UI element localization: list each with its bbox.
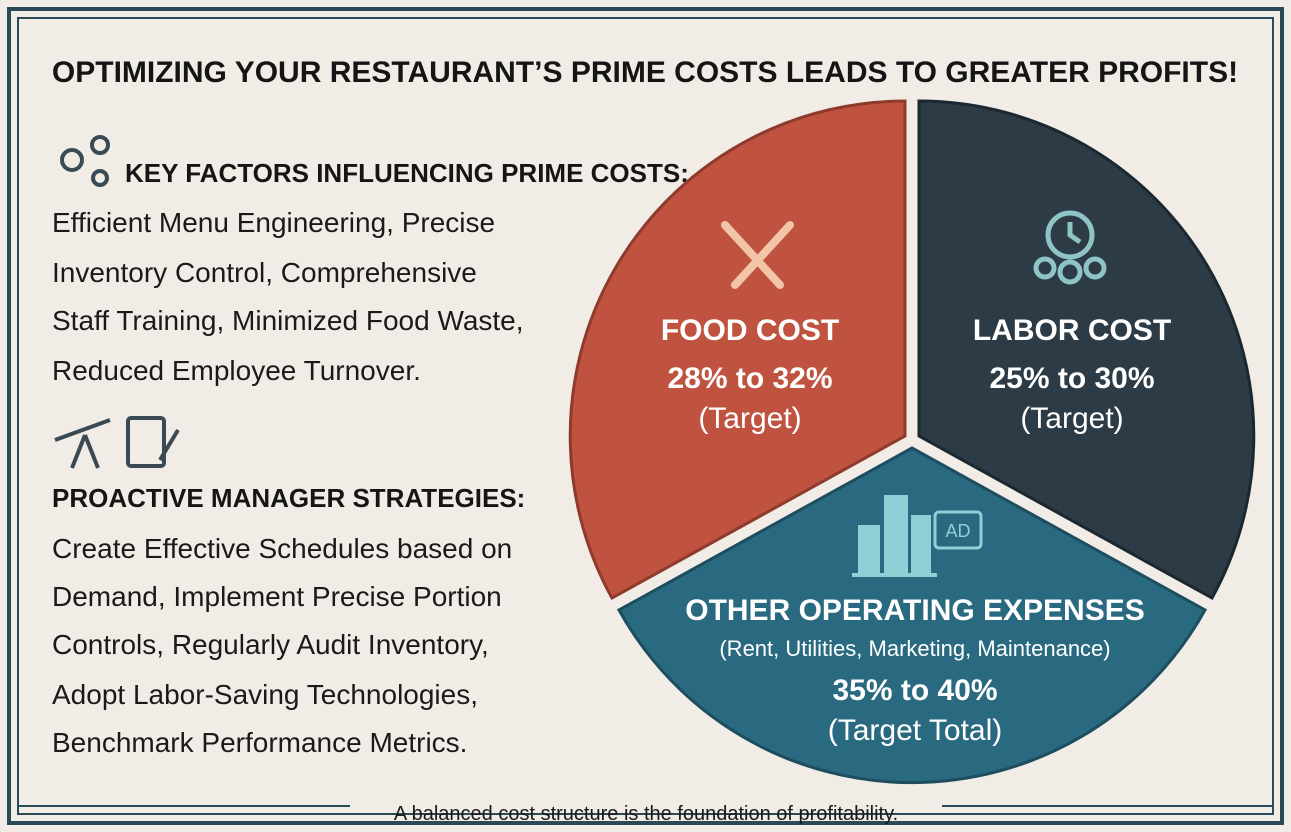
slice-range: 28% to 32% xyxy=(667,362,832,395)
city-icon xyxy=(852,495,937,577)
section-line: Adopt Labor-Saving Technologies, xyxy=(52,679,478,710)
slice-note: (Target Total) xyxy=(828,714,1003,747)
slice-range: 25% to 30% xyxy=(989,362,1154,395)
outer-border xyxy=(7,7,1284,825)
footer: A balanced cost structure is the foundat… xyxy=(394,803,898,825)
slice-note: (Target) xyxy=(698,402,801,435)
section-line: Controls, Regularly Audit Inventory, xyxy=(52,629,489,660)
slice-label: LABOR COST xyxy=(973,314,1171,347)
slice-detail: (Rent, Utilities, Marketing, Maintenance… xyxy=(719,636,1110,661)
section-line: Benchmark Performance Metrics. xyxy=(52,727,467,758)
ad-bubble xyxy=(933,510,983,550)
telescope-clipboard-icon xyxy=(54,416,180,469)
section-line: Inventory Control, Comprehensive xyxy=(52,257,477,288)
section-line: Staff Training, Minimized Food Waste, xyxy=(52,305,524,336)
labor-slice xyxy=(917,99,1256,601)
section-line: Demand, Implement Precise Portion xyxy=(52,581,502,612)
title: OPTIMIZING YOUR RESTAURANT’S PRIME COSTS… xyxy=(52,56,1238,89)
food-slice xyxy=(568,99,907,601)
inner-border xyxy=(17,17,1274,815)
ad-text: AD xyxy=(945,521,970,541)
slice-label: OTHER OPERATING EXPENSES xyxy=(685,594,1145,627)
section-line: Create Effective Schedules based on xyxy=(52,533,512,564)
section-line: Efficient Menu Engineering, Precise xyxy=(52,207,495,238)
staff-clock-icon xyxy=(1033,210,1107,285)
gears-icon xyxy=(60,135,110,187)
other-slice xyxy=(616,446,1208,785)
utensils-icon xyxy=(721,221,794,289)
slice-note: (Target) xyxy=(1020,402,1123,435)
slice-range: 35% to 40% xyxy=(832,674,997,707)
section-heading: KEY FACTORS INFLUENCING PRIME COSTS: xyxy=(125,158,689,188)
slice-label: FOOD COST xyxy=(661,314,839,347)
section-line: Reduced Employee Turnover. xyxy=(52,355,421,386)
section-heading: PROACTIVE MANAGER STRATEGIES: xyxy=(52,483,525,513)
